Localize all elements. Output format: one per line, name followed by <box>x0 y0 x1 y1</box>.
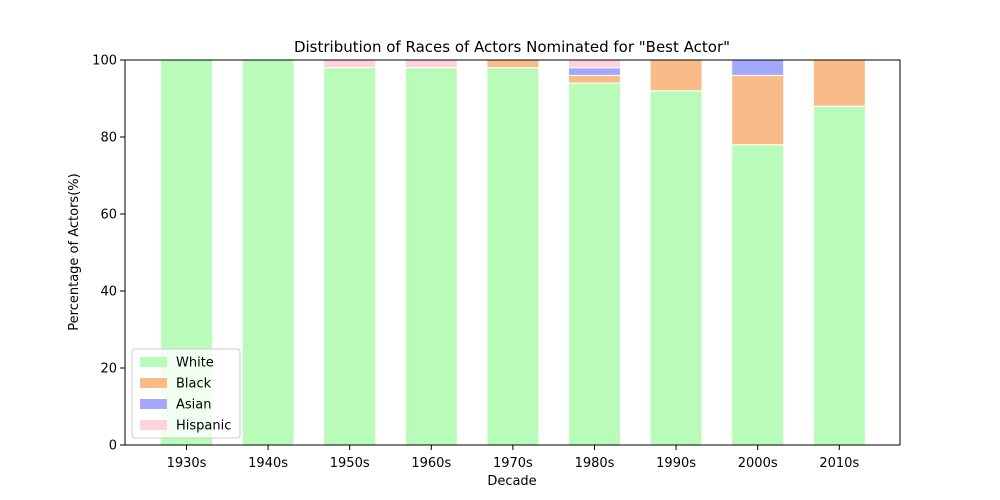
bars-group <box>160 59 866 446</box>
bar-asian-1980s <box>568 67 621 76</box>
bar-black-1970s <box>486 59 540 69</box>
x-tick-label: 1940s <box>248 456 288 471</box>
y-tick-label: 0 <box>109 439 117 454</box>
y-tick-label: 40 <box>100 285 117 300</box>
y-axis-label: Percentage of Actors(%) <box>67 173 82 330</box>
legend-swatch-hispanic <box>140 420 167 430</box>
bar-white-1940s <box>241 59 295 446</box>
legend-swatch-white <box>140 357 167 367</box>
bar-white-1950s <box>323 67 377 446</box>
bar-black-2010s <box>812 59 866 107</box>
legend-swatch-asian <box>140 399 167 409</box>
legend-box <box>131 348 241 439</box>
bar-black-2000s <box>731 74 785 146</box>
bar-asian-2000s <box>731 59 785 76</box>
bar-white-2010s <box>812 105 866 446</box>
x-tick-label: 1950s <box>330 456 370 471</box>
legend-label-hispanic: Hispanic <box>176 419 231 434</box>
x-tick-label: 1960s <box>411 456 451 471</box>
legend-label-black: Black <box>176 377 212 392</box>
legend-label-white: White <box>176 356 214 371</box>
y-axis: 0 20 40 60 80 100 <box>92 54 125 454</box>
bar-hispanic-1960s <box>404 59 458 69</box>
legend: White Black Asian Hispanic <box>131 348 241 439</box>
bar-hispanic-1950s <box>323 59 377 69</box>
y-tick-label: 100 <box>92 54 117 69</box>
x-tick-label: 1990s <box>656 456 696 471</box>
x-axis-label: Decade <box>487 474 536 489</box>
x-tick-label: 1930s <box>167 456 207 471</box>
bar-hispanic-1980s <box>568 59 621 69</box>
bar-white-1970s <box>486 67 540 446</box>
x-tick-label: 2000s <box>738 456 778 471</box>
x-tick-label: 2010s <box>819 456 859 471</box>
y-tick-label: 60 <box>100 208 117 223</box>
y-tick-label: 20 <box>100 362 117 377</box>
bar-black-1980s <box>568 74 621 84</box>
x-axis: 1930s 1940s 1950s 1960s 1970s 1980s 1990s 2000s… <box>167 445 859 471</box>
bar-white-2000s <box>731 144 785 446</box>
y-tick-label: 80 <box>100 131 117 146</box>
x-tick-label: 1980s <box>575 456 615 471</box>
legend-label-asian: Asian <box>176 398 211 413</box>
bar-white-1960s <box>404 67 458 446</box>
legend-swatch-black <box>140 378 167 388</box>
bar-black-1990s <box>649 59 703 92</box>
bar-white-1980s <box>568 82 621 446</box>
bar-white-1990s <box>649 90 703 446</box>
x-tick-label: 1970s <box>493 456 533 471</box>
chart-title: Distribution of Races of Actors Nominate… <box>294 38 730 56</box>
